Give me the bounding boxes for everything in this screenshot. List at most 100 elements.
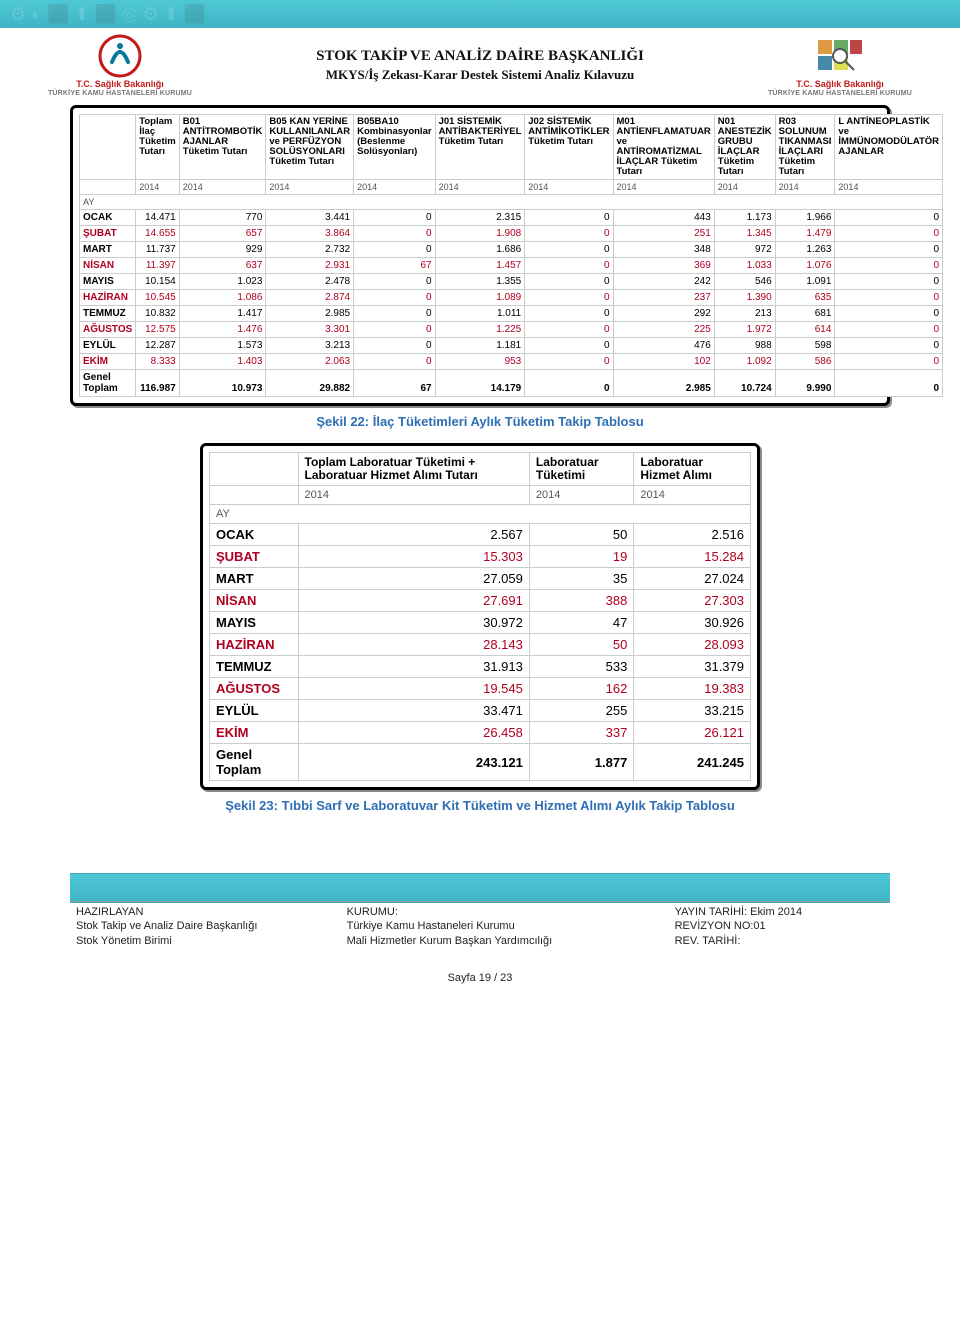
- table1-total-cell: 14.179: [435, 369, 525, 396]
- table1-value-cell: 0: [525, 225, 613, 241]
- table2-value-cell: 33.215: [634, 700, 751, 722]
- table2-month-cell: MAYIS: [210, 612, 299, 634]
- table1-value-cell: 0: [525, 353, 613, 369]
- table1-year-cell: 2014: [714, 179, 775, 194]
- table1-year-cell: 2014: [613, 179, 714, 194]
- footer: HAZIRLAYAN Stok Takip ve Analiz Daire Ba…: [70, 873, 890, 954]
- table1-month-cell: TEMMUZ: [80, 305, 136, 321]
- table1-value-cell: 546: [714, 273, 775, 289]
- table1-value-cell: 3.441: [266, 209, 354, 225]
- table1-value-cell: 770: [179, 209, 266, 225]
- table1-value-cell: 1.086: [179, 289, 266, 305]
- table1-total-cell: 67: [354, 369, 435, 396]
- table1-value-cell: 0: [525, 273, 613, 289]
- table2-month-cell: HAZİRAN: [210, 634, 299, 656]
- table2-value-cell: 28.143: [298, 634, 529, 656]
- table1-value-cell: 598: [775, 337, 835, 353]
- table2-value-cell: 26.458: [298, 722, 529, 744]
- figure-frame-23: Toplam Laboratuar Tüketimi + Laboratuar …: [200, 443, 760, 790]
- table2-value-cell: 19: [529, 546, 633, 568]
- table1-value-cell: 1.023: [179, 273, 266, 289]
- footer-col1-l3: Stok Yönetim Birimi: [76, 935, 172, 947]
- table1-value-cell: 369: [613, 257, 714, 273]
- table1-col-header: L ANTİNEOPLASTİK ve İMMÜNOMODÜLATÖR AJAN…: [835, 114, 943, 179]
- table1-value-cell: 0: [525, 209, 613, 225]
- table1-col-header: B05 KAN YERİNE KULLANILANLAR ve PERFÜZYO…: [266, 114, 354, 179]
- table1-value-cell: 14.471: [136, 209, 179, 225]
- table1-value-cell: 0: [835, 225, 943, 241]
- table1-total-cell: 2.985: [613, 369, 714, 396]
- table2-col-header: [210, 452, 299, 485]
- table1-value-cell: 953: [435, 353, 525, 369]
- table2-col-header: Laboratuar Tüketimi: [529, 452, 633, 485]
- table1-value-cell: 0: [354, 241, 435, 257]
- table1-value-cell: 0: [354, 353, 435, 369]
- table1-value-cell: 657: [179, 225, 266, 241]
- footer-col2-l3: Mali Hizmetler Kurum Başkan Yardımcılığı: [347, 935, 553, 947]
- table1-value-cell: 0: [525, 305, 613, 321]
- table1-value-cell: 0: [525, 241, 613, 257]
- table2-value-cell: 388: [529, 590, 633, 612]
- table1-month-cell: EKİM: [80, 353, 136, 369]
- table1-value-cell: 2.063: [266, 353, 354, 369]
- footer-col3-l1: YAYIN TARİHİ: Ekim 2014: [675, 906, 803, 918]
- table2-year-cell: [210, 486, 299, 505]
- table1-value-cell: 0: [354, 209, 435, 225]
- table1-value-cell: 12.287: [136, 337, 179, 353]
- table1-value-cell: 637: [179, 257, 266, 273]
- table1-value-cell: 1.263: [775, 241, 835, 257]
- table1-month-cell: MAYIS: [80, 273, 136, 289]
- table2-year-cell: 2014: [529, 486, 633, 505]
- figure-frame-22: Toplam İlaç Tüketim TutarıB01 ANTİTROMBO…: [70, 105, 890, 406]
- table1-value-cell: 476: [613, 337, 714, 353]
- table1-month-cell: OCAK: [80, 209, 136, 225]
- table1-value-cell: 443: [613, 209, 714, 225]
- table2-value-cell: 26.121: [634, 722, 751, 744]
- page-number: Sayfa 19 / 23: [0, 972, 960, 984]
- table1-value-cell: 0: [354, 337, 435, 353]
- footer-col3: YAYIN TARİHİ: Ekim 2014 REVİZYON NO:01 R…: [669, 902, 890, 954]
- table1-total-cell: 9.990: [775, 369, 835, 396]
- table1-value-cell: 681: [775, 305, 835, 321]
- table1-value-cell: 10.832: [136, 305, 179, 321]
- table2-value-cell: 2.567: [298, 524, 529, 546]
- table1-value-cell: 14.655: [136, 225, 179, 241]
- table1-value-cell: 1.225: [435, 321, 525, 337]
- table1-value-cell: 1.476: [179, 321, 266, 337]
- table1-value-cell: 242: [613, 273, 714, 289]
- table1-value-cell: 0: [525, 289, 613, 305]
- caption-22: Şekil 22: İlaç Tüketimleri Aylık Tüketim…: [0, 414, 960, 429]
- logo-left-line1: T.C. Sağlık Bakanlığı: [30, 80, 210, 90]
- table2-value-cell: 162: [529, 678, 633, 700]
- footer-col1: HAZIRLAYAN Stok Takip ve Analiz Daire Ba…: [70, 902, 341, 954]
- table1-value-cell: 1.908: [435, 225, 525, 241]
- table1-value-cell: 0: [835, 353, 943, 369]
- table1-col-header: N01 ANESTEZİK GRUBU İLAÇLAR Tüketim Tuta…: [714, 114, 775, 179]
- table1-year-cell: 2014: [179, 179, 266, 194]
- table1-total-cell: 10.973: [179, 369, 266, 396]
- table1-value-cell: 1.091: [775, 273, 835, 289]
- table1-value-cell: 0: [354, 289, 435, 305]
- table1-value-cell: 1.457: [435, 257, 525, 273]
- table1-value-cell: 988: [714, 337, 775, 353]
- table1-value-cell: 0: [525, 321, 613, 337]
- footer-col2-l2: Türkiye Kamu Hastaneleri Kurumu: [347, 920, 515, 932]
- table1-month-cell: HAZİRAN: [80, 289, 136, 305]
- table1-col-header: M01 ANTİENFLAMATUAR ve ANTİROMATİZMAL İL…: [613, 114, 714, 179]
- table1-value-cell: 0: [354, 225, 435, 241]
- table1-year-cell: [80, 179, 136, 194]
- table1-value-cell: 2.874: [266, 289, 354, 305]
- table2-total-cell: 241.245: [634, 744, 751, 781]
- logo-right-line2: TÜRKİYE KAMU HASTANELERİ KURUMU: [750, 90, 930, 97]
- table2-value-cell: 15.303: [298, 546, 529, 568]
- table1-value-cell: 2.985: [266, 305, 354, 321]
- table2-year-cell: 2014: [298, 486, 529, 505]
- table1-value-cell: 0: [525, 337, 613, 353]
- table1-value-cell: 10.154: [136, 273, 179, 289]
- table1-total-cell: 29.882: [266, 369, 354, 396]
- table1-month-cell: AĞUSTOS: [80, 321, 136, 337]
- table1-col-header: B05BA10 Kombinasyonlar (Beslenme Solüsyo…: [354, 114, 435, 179]
- table1-value-cell: 0: [525, 257, 613, 273]
- table1-value-cell: 0: [835, 305, 943, 321]
- table2-month-cell: OCAK: [210, 524, 299, 546]
